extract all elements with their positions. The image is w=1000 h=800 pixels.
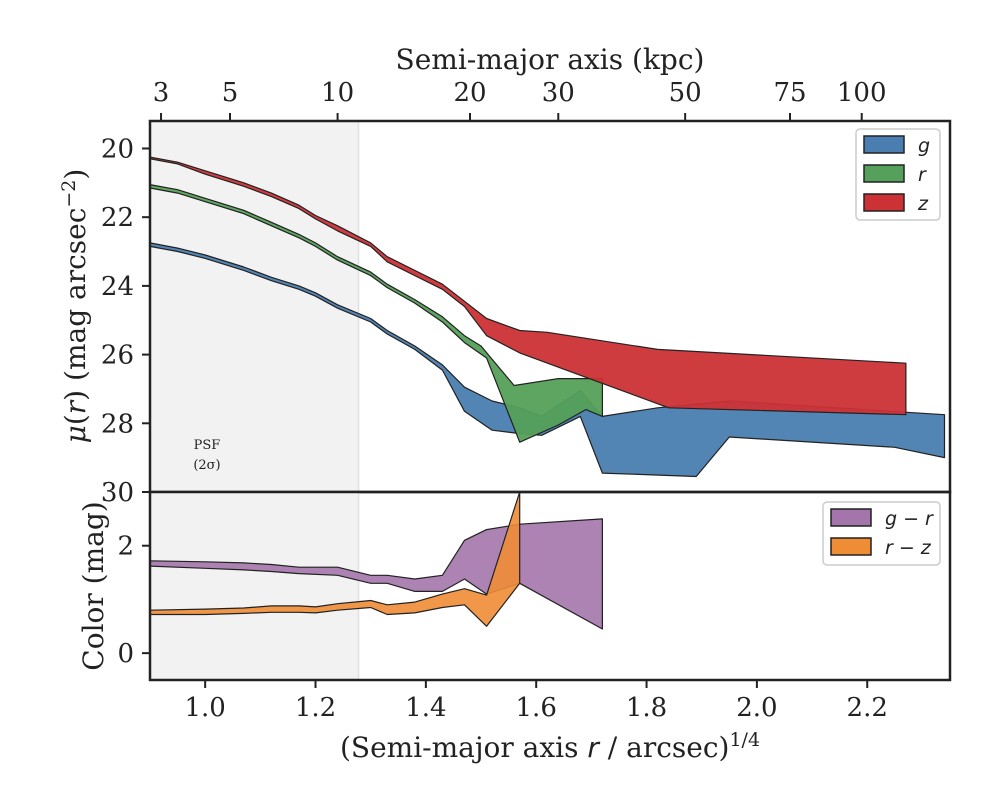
x-tick-label: 2.2 [847, 693, 888, 723]
x-tick-label: 1.0 [184, 693, 225, 723]
legend-swatch-g-r [830, 508, 872, 527]
top-tick-label: 30 [542, 78, 575, 108]
legend-swatch-r [863, 164, 905, 183]
legend-label-g: g [918, 135, 930, 157]
y-tick-label: 28 [101, 409, 134, 439]
top-tick-label: 75 [773, 78, 806, 108]
surface-brightness-areas [149, 156, 946, 478]
top-tick-label: 5 [222, 78, 239, 108]
y-axis-title-top: μ(r) (mag arcsec−2) [58, 169, 92, 444]
top-tick-label: 50 [669, 78, 702, 108]
legend-label-g-r: g − r [885, 508, 934, 530]
psf-shade-bottom [150, 492, 359, 680]
legend-swatch-z [863, 193, 905, 212]
psf-label-line2: (2σ) [193, 458, 220, 473]
y-ticks-top: 20 22 24 26 28 30 [101, 134, 150, 508]
surface-brightness-panel: 20 22 24 26 28 30 3 5 10 20 30 50 75 100 PSF (2σ) gr… [101, 78, 952, 508]
x-tick-label: 1.2 [295, 693, 336, 723]
legend-swatch-g [863, 135, 905, 154]
top-tick-label: 10 [321, 78, 354, 108]
psf-label-line1: PSF [194, 438, 221, 453]
legend-colors: g − r r − z [822, 501, 941, 566]
y-axis-title-bottom: Color (mag) [77, 501, 110, 670]
x-ticks-bottom: 1.0 1.2 1.4 1.6 1.8 2.0 2.2 [184, 680, 888, 723]
y-tick-label: 2 [117, 532, 134, 562]
x-axis-title: (Semi-major axis r / arcsec)1/4 [340, 729, 760, 764]
x-tick-label: 1.8 [626, 693, 667, 723]
y-tick-label: 0 [117, 639, 134, 669]
y-tick-label: 20 [101, 134, 134, 164]
y-ticks-bottom: 02 [117, 532, 150, 669]
legend-label-r-z: r − z [885, 537, 932, 559]
y-tick-label: 26 [101, 341, 134, 371]
plot-frame-bottom [148, 490, 952, 682]
band-z [149, 156, 907, 416]
top-tick-label: 20 [453, 78, 486, 108]
legend-label-z: z [917, 193, 929, 215]
y-tick-label: 30 [101, 478, 134, 508]
band-r-z [149, 491, 521, 627]
band-g-r [149, 518, 604, 630]
top-tick-label: 100 [837, 78, 887, 108]
top-axis-ticks: 3 5 10 20 30 50 75 100 [153, 78, 887, 121]
band-g [149, 242, 946, 478]
band-r [149, 184, 604, 443]
legend-swatch-r-z [830, 537, 872, 556]
y-tick-label: 24 [101, 272, 134, 302]
y-tick-label: 22 [101, 203, 134, 233]
x-tick-label: 1.6 [516, 693, 557, 723]
x-tick-label: 1.4 [405, 693, 446, 723]
color-areas [149, 491, 604, 630]
top-axis-title: Semi-major axis (kpc) [396, 43, 705, 76]
legend-label-r: r [918, 164, 927, 186]
color-panel: 02 1.0 1.2 1.4 1.6 1.8 2.0 2.2 g − rr − z [117, 490, 952, 723]
psf-shade-top [150, 121, 359, 492]
top-tick-label: 3 [153, 78, 170, 108]
legend-bands: grz [855, 128, 941, 221]
x-tick-label: 2.0 [736, 693, 777, 723]
